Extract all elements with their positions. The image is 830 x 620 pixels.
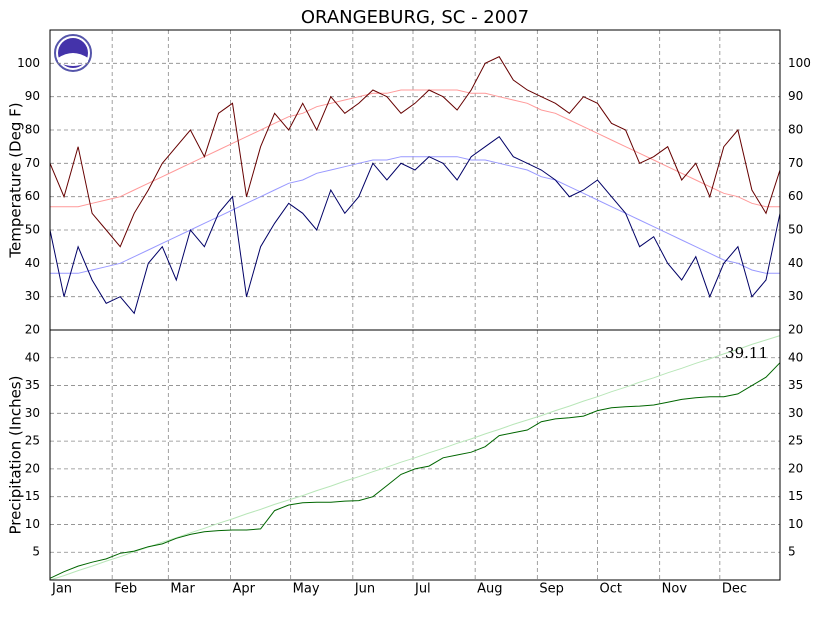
x-tick-label: Dec xyxy=(722,582,747,597)
y-tick-label: 20 xyxy=(25,323,40,337)
y-tick-label: 25 xyxy=(25,434,40,448)
x-tick-label: Apr xyxy=(232,582,255,597)
line xyxy=(50,89,780,208)
y-tick-label: 80 xyxy=(25,123,40,137)
y-tick-label: 100 xyxy=(17,56,40,70)
chart-title: ORANGEBURG, SC - 2007 xyxy=(301,7,529,28)
y-tick-label: 70 xyxy=(25,156,40,170)
y-tick-label-right: 20 xyxy=(788,461,803,475)
y-tick-label: 60 xyxy=(25,189,40,203)
y-axis-label: Precipitation (Inches) xyxy=(7,376,25,535)
line xyxy=(49,136,781,315)
y-tick-label: 50 xyxy=(25,223,40,237)
y-tick-label: 5 xyxy=(32,545,40,559)
y-tick-label-right: 80 xyxy=(788,123,803,137)
y-tick-label-right: 20 xyxy=(788,323,803,337)
y-tick-label: 40 xyxy=(25,350,40,364)
line xyxy=(50,156,780,274)
y-tick-label-right: 40 xyxy=(788,350,803,364)
plot-frame xyxy=(49,329,781,581)
line xyxy=(49,335,781,581)
y-tick-label: 40 xyxy=(25,256,40,270)
y-tick-label: 90 xyxy=(25,89,40,103)
y-tick-label: 10 xyxy=(25,517,40,531)
x-tick-label: May xyxy=(293,582,320,597)
plot-frame xyxy=(49,29,781,331)
y-tick-label-right: 30 xyxy=(788,406,803,420)
y-tick-label-right: 5 xyxy=(788,545,796,559)
x-tick-label: Nov xyxy=(662,582,688,597)
y-tick-label: 20 xyxy=(25,461,40,475)
noaa-logo xyxy=(54,34,92,72)
x-tick-label: Aug xyxy=(477,582,502,597)
line xyxy=(49,56,781,248)
y-tick-label-right: 70 xyxy=(788,156,803,170)
x-tick-label: Feb xyxy=(114,582,137,597)
y-tick-label-right: 25 xyxy=(788,434,803,448)
x-tick-label: Jan xyxy=(51,582,72,597)
y-tick-label: 35 xyxy=(25,378,40,392)
y-axis-label: Temperature (Deg F) xyxy=(7,102,25,258)
y-tick-label: 15 xyxy=(25,489,40,503)
y-tick-label: 30 xyxy=(25,289,40,303)
x-tick-label: Oct xyxy=(600,582,622,597)
total-annotation: 39.11 xyxy=(725,344,768,362)
y-tick-label-right: 100 xyxy=(788,56,811,70)
y-tick-label-right: 35 xyxy=(788,378,803,392)
y-tick-label-right: 50 xyxy=(788,223,803,237)
x-tick-label: Jun xyxy=(354,582,375,597)
x-tick-label: Jul xyxy=(414,582,431,597)
y-tick-label-right: 10 xyxy=(788,517,803,531)
y-tick-label-right: 60 xyxy=(788,189,803,203)
y-tick-label: 30 xyxy=(25,406,40,420)
x-tick-label: Mar xyxy=(170,582,195,597)
y-tick-label-right: 15 xyxy=(788,489,803,503)
x-tick-label: Sep xyxy=(539,582,564,597)
y-tick-label-right: 40 xyxy=(788,256,803,270)
line xyxy=(49,362,781,579)
y-tick-label-right: 30 xyxy=(788,289,803,303)
y-tick-label-right: 90 xyxy=(788,89,803,103)
